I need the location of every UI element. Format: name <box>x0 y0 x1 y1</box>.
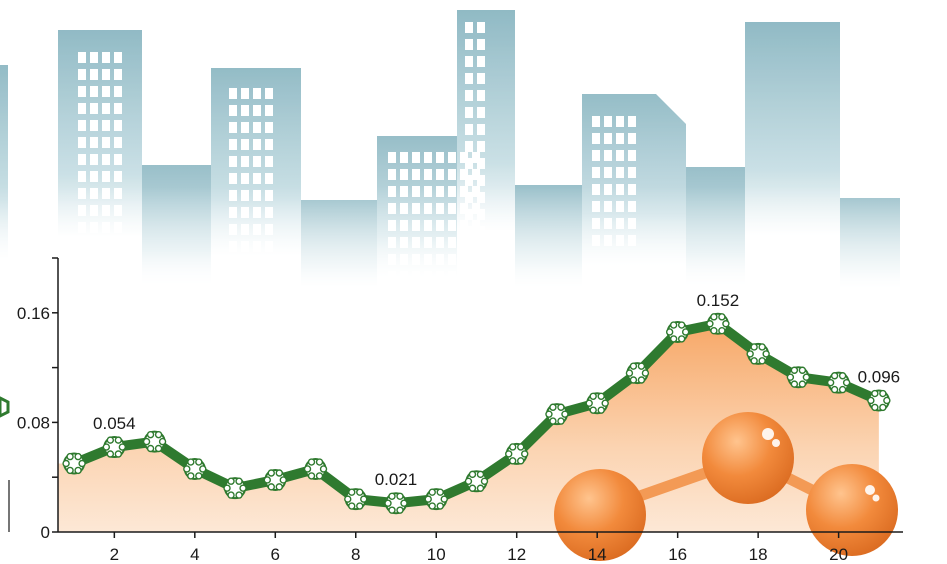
molecule-illustration <box>554 412 898 561</box>
y-tick-label: 0.16 <box>17 304 50 323</box>
data-point <box>746 342 770 365</box>
x-ticks: 2 4 6 8 10 12 14 16 18 20 <box>110 532 848 564</box>
data-label: 0.021 <box>375 470 418 489</box>
x-tick-label: 20 <box>829 545 848 564</box>
x-tick-label: 16 <box>668 545 687 564</box>
data-point <box>545 403 569 426</box>
data-point <box>384 492 408 515</box>
data-point <box>142 430 167 453</box>
data-markers <box>62 312 891 515</box>
x-tick-label: 2 <box>110 545 119 564</box>
x-tick-label: 10 <box>427 545 446 564</box>
x-tick-label: 6 <box>271 545 280 564</box>
x-tick-label: 18 <box>749 545 768 564</box>
data-point <box>223 477 247 500</box>
data-point <box>625 362 650 385</box>
data-point <box>867 389 891 412</box>
data-annotations: 0.054 0.021 0.152 0.096 <box>93 291 900 489</box>
x-tick-label: 8 <box>351 545 360 564</box>
data-point <box>505 442 529 465</box>
city-skyline-illustration <box>0 10 900 365</box>
y-ticks: 0 0.08 0.16 <box>17 257 58 542</box>
data-label: 0.054 <box>93 414 136 433</box>
data-point <box>786 366 811 389</box>
data-label: 0.096 <box>858 367 901 386</box>
axes <box>8 258 903 533</box>
x-tick-label: 12 <box>507 545 526 564</box>
data-point <box>826 371 851 394</box>
data-point <box>665 320 690 343</box>
data-point <box>183 457 207 480</box>
y-tick-label: 0 <box>41 523 50 542</box>
data-point <box>263 468 287 491</box>
data-point <box>424 488 448 511</box>
data-label: 0.152 <box>697 291 740 310</box>
data-point <box>706 312 730 335</box>
x-tick-label: 4 <box>190 545 199 564</box>
data-point <box>303 457 328 480</box>
data-point <box>102 436 127 459</box>
data-point <box>464 470 489 493</box>
hexagon-marker-icon <box>0 396 10 418</box>
data-point <box>585 392 609 415</box>
y-tick-label: 0.08 <box>17 413 50 432</box>
x-tick-label: 14 <box>588 545 607 564</box>
data-point <box>344 488 368 511</box>
data-point <box>62 452 86 475</box>
